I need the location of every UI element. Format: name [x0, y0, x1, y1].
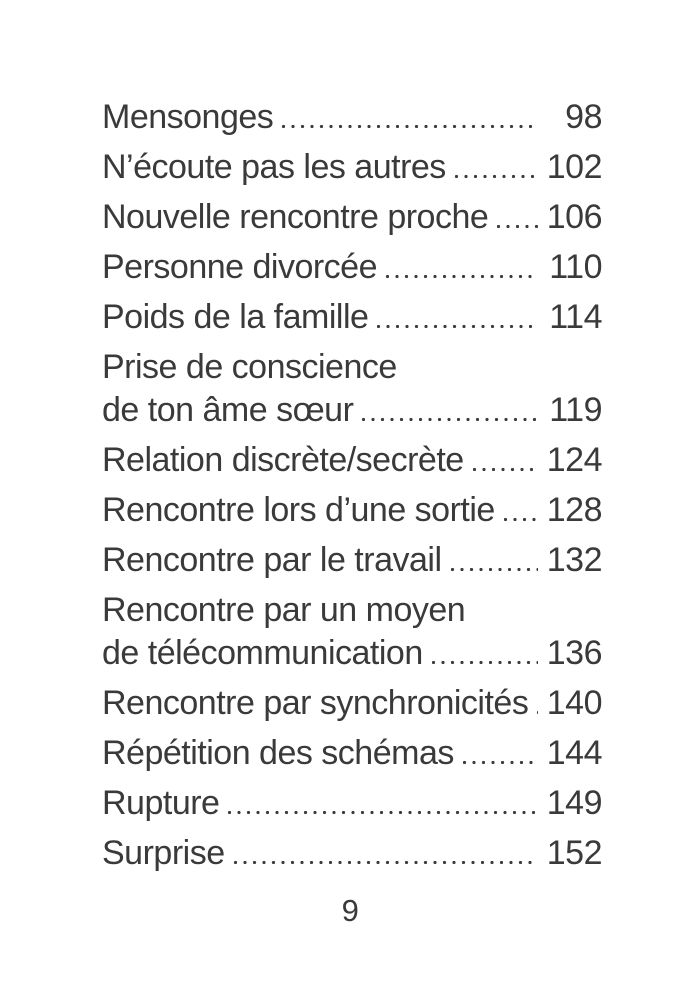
toc-entry-title: Nouvelle rencontre proche [102, 198, 489, 236]
dot-leader [471, 467, 538, 472]
toc-entry-row: Rencontre lors d’une sortie 128 [102, 489, 603, 532]
toc-entry: Rencontre par synchronicités 140 [102, 682, 603, 725]
toc-entry-page-number: 140 [546, 684, 603, 722]
toc-entry-page-number: 98 [565, 98, 602, 136]
toc-entry: Prise de conscience de ton âme sœur 119 [102, 346, 603, 432]
toc-entry-row: Personne divorcée 110 [102, 246, 603, 289]
toc-entry-page-number: 136 [546, 634, 603, 672]
toc-entry-row: Relation discrète/secrète 124 [102, 439, 603, 482]
toc-entry-title: Rupture [102, 784, 220, 822]
toc-entry-row: Répétition des schémas 144 [102, 732, 603, 775]
toc-entry-row: Rencontre par synchronicités 140 [102, 682, 603, 725]
toc-entry: Personne divorcée 110 [102, 246, 603, 289]
toc-entry-page-number: 149 [546, 784, 603, 822]
toc-entry-page-number: 110 [549, 248, 602, 286]
toc-entry-row: Nouvelle rencontre proche 106 [102, 196, 603, 239]
dot-leader [502, 517, 538, 522]
toc-entry-title: de ton âme sœur [102, 391, 354, 429]
dot-leader [453, 174, 538, 179]
toc-entry-title: Rencontre par synchronicités [102, 684, 529, 722]
toc-entry-title-line: Rencontre par un moyen [102, 591, 466, 629]
dot-leader [281, 124, 538, 129]
toc-entry-page-number: 102 [546, 148, 603, 186]
dot-leader [227, 810, 538, 815]
toc-entry-row: Poids de la famille 114 [102, 296, 603, 339]
toc-entry-page-number: 132 [546, 541, 603, 579]
toc-entry-row: de ton âme sœur 119 [102, 389, 603, 432]
toc-entry-title: N’écoute pas les autres [102, 148, 446, 186]
toc-entry: Rupture 149 [102, 782, 603, 825]
toc-entry: N’écoute pas les autres 102 [102, 146, 603, 189]
toc-entry: Nouvelle rencontre proche 106 [102, 196, 603, 239]
toc-entry-title: Rencontre lors d’une sortie [102, 491, 495, 529]
toc-entry-row: de télécommunication 136 [102, 632, 603, 675]
toc-entry-title: Répétition des schémas [102, 734, 454, 772]
toc-entry-row: Rupture 149 [102, 782, 603, 825]
folio-page-number: 9 [341, 893, 359, 928]
toc-entry-page-number: 124 [546, 441, 603, 479]
dot-leader [376, 324, 538, 329]
toc-entry-page-number: 119 [549, 391, 602, 429]
dot-leader [385, 274, 538, 279]
toc-entry-title: Relation discrète/secrète [102, 441, 464, 479]
dot-leader [232, 860, 538, 865]
toc-entry-page-number: 106 [546, 198, 603, 236]
toc-entry-row: Mensonges 98 [102, 96, 603, 139]
dot-leader [361, 417, 538, 422]
toc-entry-title: Mensonges [102, 98, 274, 136]
toc-entry: Poids de la famille 114 [102, 296, 603, 339]
toc-entry: Mensonges 98 [102, 96, 603, 139]
toc-entry-row: Surprise 152 [102, 832, 603, 875]
toc-entry: Rencontre par le travail 132 [102, 539, 603, 582]
toc-entry: Rencontre par un moyen de télécommunicati… [102, 589, 603, 675]
toc-entry-row: N’écoute pas les autres 102 [102, 146, 603, 189]
dot-leader [496, 224, 538, 229]
toc-entry: Rencontre lors d’une sortie 128 [102, 489, 603, 532]
toc-entry-title: Rencontre par le travail [102, 541, 442, 579]
table-of-contents: Mensonges 98 N’écoute pas les autres 102 Nou… [102, 96, 603, 875]
dot-leader [430, 660, 538, 665]
toc-entry: Surprise 152 [102, 832, 603, 875]
toc-entry-title: Poids de la famille [102, 298, 369, 336]
dot-leader [449, 567, 538, 572]
toc-entry: Répétition des schémas 144 [102, 732, 603, 775]
dot-leader [536, 710, 538, 715]
toc-entry-page-number: 128 [546, 491, 603, 529]
toc-entry-page-number: 114 [549, 298, 602, 336]
toc-entry-title-line: Prise de conscience [102, 348, 397, 386]
toc-entry-page-number: 144 [546, 734, 603, 772]
toc-entry-title: Personne divorcée [102, 248, 378, 286]
toc-entry-title: de télécommunication [102, 634, 423, 672]
toc-entry-page-number: 152 [546, 834, 603, 872]
dot-leader [461, 760, 538, 765]
toc-entry: Relation discrète/secrète 124 [102, 439, 603, 482]
toc-entry-row: Rencontre par le travail 132 [102, 539, 603, 582]
toc-entry-title: Surprise [102, 834, 225, 872]
